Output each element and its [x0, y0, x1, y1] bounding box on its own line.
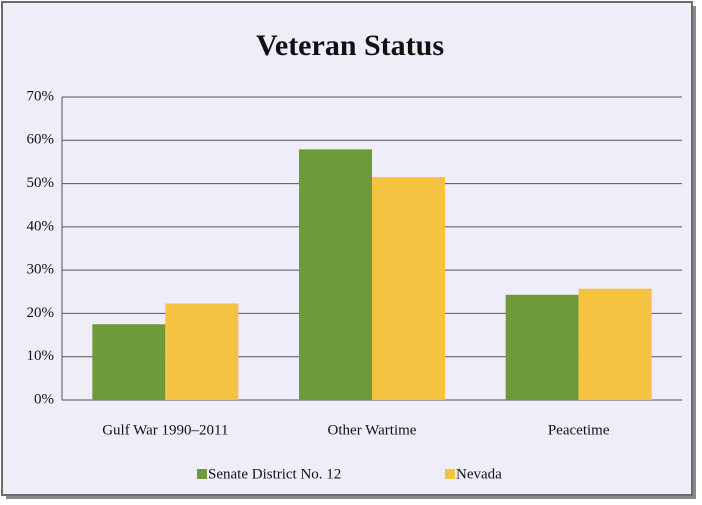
- legend-swatch: [197, 469, 207, 479]
- y-tick-label: 50%: [27, 175, 55, 191]
- x-tick-label: Peacetime: [548, 422, 610, 438]
- legend-label: Senate District No. 12: [208, 466, 341, 482]
- y-tick-label: 0%: [34, 391, 54, 407]
- y-tick-label: 60%: [27, 132, 55, 148]
- y-tick-label: 20%: [27, 305, 55, 321]
- bar: [505, 294, 579, 400]
- bar: [165, 303, 239, 400]
- x-tick-label: Other Wartime: [328, 422, 417, 438]
- y-tick-label: 40%: [27, 218, 55, 234]
- chart-title: Veteran Status: [256, 29, 444, 62]
- bar: [92, 324, 166, 400]
- bar: [299, 149, 372, 400]
- y-tick-label: 70%: [27, 88, 55, 104]
- y-tick-label: 10%: [27, 348, 55, 364]
- legend-label: Nevada: [456, 466, 502, 482]
- bar: [578, 288, 652, 400]
- bar: [372, 177, 445, 400]
- y-tick-label: 30%: [27, 262, 55, 278]
- x-tick-label: Gulf War 1990–2011: [102, 422, 228, 438]
- legend-swatch: [445, 469, 455, 479]
